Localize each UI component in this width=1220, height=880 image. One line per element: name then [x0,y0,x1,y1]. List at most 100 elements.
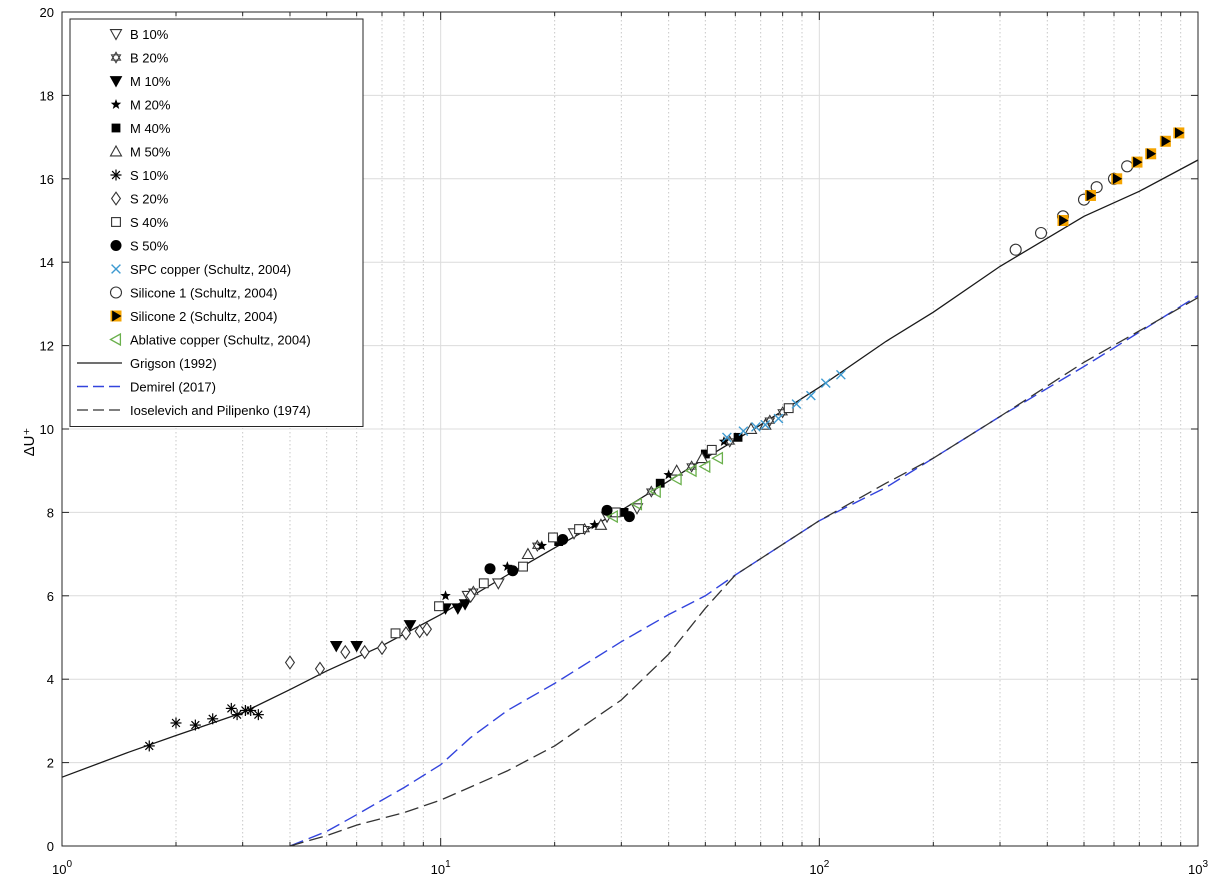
legend-marker-series-12 [110,310,122,322]
x-tick-label: 102 [809,859,829,877]
data-point-series-3 [663,469,674,480]
y-tick-label: 20 [40,5,54,20]
legend-item-series-0: B 10% [109,27,169,42]
data-point-series-9 [623,511,635,523]
data-point-series-13 [630,497,643,511]
data-point-series-5 [594,518,608,530]
data-point-series-10 [835,369,846,380]
data-point-series-2 [451,603,465,615]
data-point-series-4 [733,432,743,442]
y-tick-label: 4 [47,672,54,687]
data-point-series-12 [1173,127,1185,139]
data-point-series-13 [698,459,711,474]
data-point-series-10 [773,413,784,424]
legend-item-series-1: B 20% [110,51,169,66]
data-point-series-6 [207,713,219,725]
legend-label-series-12: Silicone 2 (Schultz, 2004) [130,309,277,324]
legend-marker-series-11 [109,286,123,299]
data-point-series-13 [669,472,682,486]
data-point-series-9 [507,565,519,577]
y-tick-label: 0 [47,839,54,854]
data-point-series-2 [403,620,417,632]
legend-marker-series-13 [109,332,122,347]
legend-marker-series-8 [111,217,121,227]
data-point-series-5 [670,464,684,476]
data-point-series-6 [252,709,264,721]
data-point-series-9 [601,504,613,516]
data-point-series-8 [574,524,585,535]
legend-item-series-7: S 20% [110,191,169,207]
legend-item-series-14: Grigson (1992) [77,356,217,371]
data-point-series-5 [695,451,709,464]
legend-item-series-16: Ioselevich and Pilipenko (1974) [77,403,311,418]
data-point-series-12 [1145,148,1157,160]
data-point-series-8 [478,578,489,589]
legend-label-series-1: B 20% [130,51,169,66]
legend-item-series-15: Demirel (2017) [77,380,216,395]
legend-marker-series-9 [110,240,122,251]
legend-label-series-16: Ioselevich and Pilipenko (1974) [130,403,311,418]
data-point-series-12 [1057,215,1069,226]
data-point-series-13 [711,451,724,465]
legend-item-series-12: Silicone 2 (Schultz, 2004) [110,309,277,324]
data-point-series-2 [458,599,472,611]
legend-marker-series-5 [109,144,123,157]
data-point-series-6 [245,704,257,716]
data-point-series-3 [440,590,451,601]
legend-marker-series-0 [109,29,123,41]
data-point-series-3 [502,561,513,572]
legend-item-series-11: Silicone 1 (Schultz, 2004) [109,286,277,301]
y-tick-label: 10 [40,422,54,437]
data-point-series-6 [143,740,155,752]
legend-label-series-15: Demirel (2017) [130,380,216,395]
data-point-series-10 [806,390,816,401]
data-point-series-7 [376,640,388,656]
data-point-series-8 [390,628,401,639]
data-point-series-11 [1090,181,1103,194]
legend-label-series-2: M 10% [130,74,171,89]
legend-item-series-9: S 50% [110,239,169,254]
data-point-series-8 [434,601,444,612]
data-point-series-8 [706,444,717,455]
data-point-series-10 [760,419,771,430]
data-point-series-11 [1009,243,1022,256]
legend-label-series-7: S 20% [130,192,169,207]
data-point-series-4 [700,449,710,459]
legend-item-series-10: SPC copper (Schultz, 2004) [111,262,291,277]
y-tick-label: 2 [47,756,54,771]
legend-label-series-5: M 50% [130,145,171,160]
legend-label-series-14: Grigson (1992) [130,356,217,371]
legend-marker-series-6 [110,169,122,181]
data-point-series-9 [484,563,496,575]
legend-item-series-3: M 20% [110,98,171,113]
data-point-series-5 [521,547,535,560]
data-point-series-6 [231,709,243,721]
x-tick-label: 103 [1188,859,1208,877]
data-point-series-8 [783,403,794,414]
data-point-series-10 [721,432,732,443]
data-point-series-7 [284,655,296,670]
legend-label-series-3: M 20% [130,98,171,113]
legend-label-series-13: Ablative copper (Schultz, 2004) [130,333,311,348]
data-point-series-9 [557,534,569,546]
legend-item-series-6: S 10% [110,168,169,183]
data-point-series-10 [791,399,802,409]
data-point-series-7 [465,588,476,604]
legend-label-series-8: S 40% [130,215,169,230]
x-tick-label: 101 [431,859,451,877]
data-point-series-13 [684,464,697,478]
data-point-series-7 [421,621,433,637]
legend-label-series-6: S 10% [130,168,169,183]
legend-label-series-9: S 50% [130,239,169,254]
data-point-series-13 [648,484,661,499]
data-point-series-12 [1084,189,1096,201]
legend-item-series-13: Ablative copper (Schultz, 2004) [109,332,311,348]
curve-series-16 [289,297,1199,847]
legend-marker-series-2 [109,76,123,88]
data-point-series-12 [1159,135,1171,147]
data-point-series-1 [686,460,698,473]
data-point-series-6 [170,717,182,729]
y-tick-label: 18 [40,88,54,103]
data-point-series-12 [1131,156,1143,168]
